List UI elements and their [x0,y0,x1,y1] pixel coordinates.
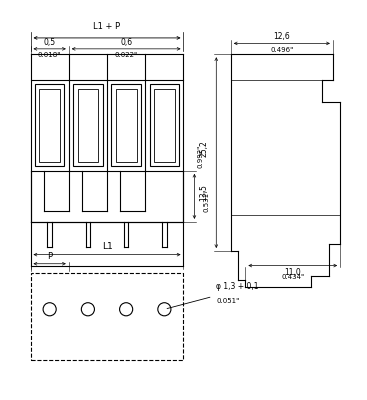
Bar [73,84,103,166]
Bar [111,84,141,166]
Text: 0.022": 0.022" [115,52,138,58]
Text: 0.992": 0.992" [197,145,204,168]
Bar [39,88,60,162]
Text: φ 1,3 + 0,1: φ 1,3 + 0,1 [216,282,259,291]
Text: 0.531": 0.531" [204,188,210,212]
Bar [30,273,184,360]
Bar [116,88,137,162]
Text: L1: L1 [102,242,112,251]
Text: 0.018": 0.018" [38,52,61,58]
Text: 0.434": 0.434" [281,274,304,280]
Text: 12,6: 12,6 [273,32,290,41]
Text: 0,5: 0,5 [44,38,56,47]
Text: 0,6: 0,6 [120,38,132,47]
Text: 0.496": 0.496" [270,47,294,53]
Text: 0.051": 0.051" [216,298,240,304]
Text: P: P [47,252,52,261]
Text: 11,0: 11,0 [284,268,301,278]
Text: 25,2: 25,2 [200,141,209,157]
Bar [154,88,175,162]
Text: 13,5: 13,5 [199,184,208,201]
Text: L1 + P: L1 + P [94,22,121,31]
Bar [77,88,98,162]
Bar [150,84,179,166]
Bar [35,84,64,166]
